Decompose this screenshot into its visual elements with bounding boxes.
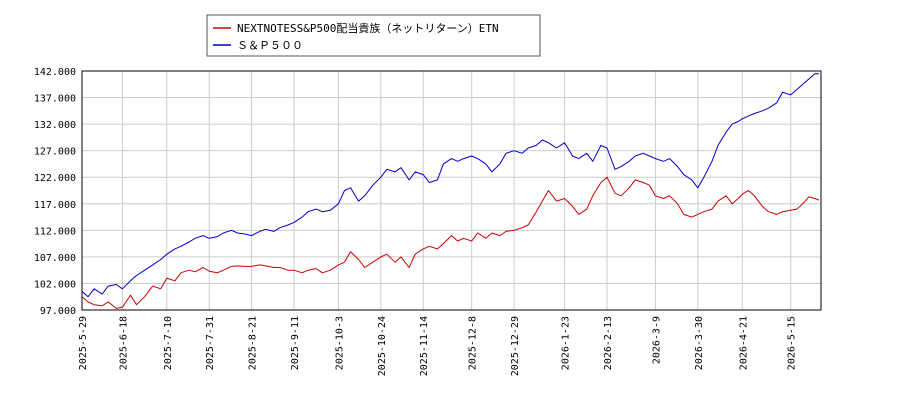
x-tick-label: 2026-4-21 [738, 316, 749, 370]
series-line-2 [81, 73, 819, 298]
x-tick-label: 2025-9-11 [290, 316, 301, 370]
x-tick-label: 2025-10-24 [377, 316, 388, 376]
y-tick-label: 107.000 [34, 253, 76, 264]
y-tick-label: 142.000 [34, 67, 76, 78]
x-tick-label: 2026-5-15 [787, 316, 798, 370]
legend-label-series-1: NEXTNOTESS&P500配当貴族（ネットリターン）ETN [237, 21, 499, 35]
x-tick-label: 2025-10-3 [334, 316, 345, 370]
x-tick-label: 2025-6-18 [118, 316, 129, 370]
x-tick-label: 2026-3-9 [651, 316, 662, 364]
x-tick-label: 2025-8-21 [248, 316, 259, 370]
y-tick-label: 117.000 [34, 200, 76, 211]
y-tick-label: 137.000 [34, 94, 76, 105]
y-tick-label: 112.000 [34, 226, 76, 237]
x-tick-label: 2025-7-31 [205, 316, 216, 370]
y-tick-label: 97.000 [40, 306, 76, 317]
x-axis-tick-labels: 2025-5-29 2025-6-18 2025-7-10 2025-7-31 2025… [78, 316, 798, 376]
series-layer [81, 73, 820, 309]
y-tick-label: 127.000 [34, 147, 76, 158]
legend: NEXTNOTESS&P500配当貴族（ネットリターン）ETN Ｓ＆Ｐ５００ [206, 14, 541, 57]
legend-box [206, 14, 541, 57]
x-tick-label: 2025-12-8 [468, 316, 479, 370]
x-tick-label: 2025-11-14 [419, 316, 430, 376]
x-tick-label: 2025-12-29 [510, 316, 521, 376]
x-tick-label: 2025-5-29 [78, 316, 89, 370]
legend-label-series-2: Ｓ＆Ｐ５００ [237, 39, 303, 52]
series-line-1 [81, 176, 820, 309]
y-tick-label: 132.000 [34, 120, 76, 131]
x-tick-label: 2026-1-23 [561, 316, 572, 370]
x-tick-label: 2026-2-13 [603, 316, 614, 370]
y-tick-label: 122.000 [34, 173, 76, 184]
plot-frame [81, 70, 822, 311]
grid [81, 70, 821, 311]
y-axis-tick-labels: 97.000 102.000 107.000 112.000 117.000 122.00… [34, 67, 76, 317]
y-tick-label: 102.000 [34, 279, 76, 290]
x-tick-label: 2025-7-10 [163, 316, 174, 370]
x-tick-label: 2026-3-30 [694, 316, 705, 370]
